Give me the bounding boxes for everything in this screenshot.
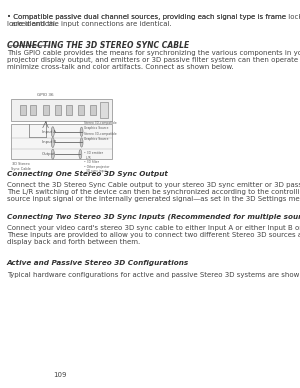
Text: Active and Passive Stereo 3D Configurations: Active and Passive Stereo 3D Configurati… xyxy=(7,260,189,266)
Text: Input B: Input B xyxy=(42,140,56,144)
Bar xyxy=(100,102,108,118)
Bar xyxy=(55,106,61,114)
Bar xyxy=(66,106,72,114)
FancyBboxPatch shape xyxy=(11,124,112,159)
Text: Typical hardware configurations for active and passive Stereo 3D systems are sho: Typical hardware configurations for acti… xyxy=(7,272,300,277)
Text: Output: Output xyxy=(42,152,56,156)
Text: • 3D emitter
  L/R
• 3D filter
• Other projector
  3D sync input: • 3D emitter L/R • 3D filter • Other pro… xyxy=(84,151,109,173)
Text: Connect your video card's stereo 3D sync cable to either Input A or either Input: Connect your video card's stereo 3D sync… xyxy=(7,225,300,245)
Bar xyxy=(30,106,36,114)
Text: Stereo 3D-compatible
Graphics Source: Stereo 3D-compatible Graphics Source xyxy=(84,121,117,130)
Text: GPIO 36: GPIO 36 xyxy=(37,93,54,97)
FancyBboxPatch shape xyxy=(11,99,112,121)
Text: Stereo 3D-compatible
Graphics Source: Stereo 3D-compatible Graphics Source xyxy=(84,132,117,140)
Text: This GPIO cable provides the means for synchronizing the various components in y: This GPIO cable provides the means for s… xyxy=(7,50,300,71)
Circle shape xyxy=(80,138,83,147)
Bar xyxy=(43,106,49,114)
Text: • Compatible passive dual channel sources, providing each signal type is frame l: • Compatible passive dual channel source… xyxy=(7,14,286,27)
Text: 3D Stereo
Sync Cable: 3D Stereo Sync Cable xyxy=(11,162,30,171)
Text: 109: 109 xyxy=(53,372,67,378)
Circle shape xyxy=(51,137,54,147)
Bar xyxy=(90,106,96,114)
Circle shape xyxy=(80,127,83,137)
Circle shape xyxy=(79,149,82,159)
Text: Connect the 3D Stereo Sync Cable output to your stereo 3D sync emitter or 3D pas: Connect the 3D Stereo Sync Cable output … xyxy=(7,182,300,203)
Bar xyxy=(78,106,84,114)
Text: CONNECTING THE 3D STEREO SYNC CABLE: CONNECTING THE 3D STEREO SYNC CABLE xyxy=(7,41,189,50)
Circle shape xyxy=(51,149,54,159)
Text: Connecting One Stereo 3D Sync Output: Connecting One Stereo 3D Sync Output xyxy=(7,171,167,177)
Text: • Compatible passive dual channel sources, providing each signal type is frame l: • Compatible passive dual channel source… xyxy=(7,14,300,27)
Circle shape xyxy=(51,127,54,137)
Text: Input A: Input A xyxy=(42,130,56,134)
Bar xyxy=(20,106,26,114)
Text: Connecting Two Stereo 3D Sync Inputs (Recommended for multiple sources).: Connecting Two Stereo 3D Sync Inputs (Re… xyxy=(7,213,300,220)
